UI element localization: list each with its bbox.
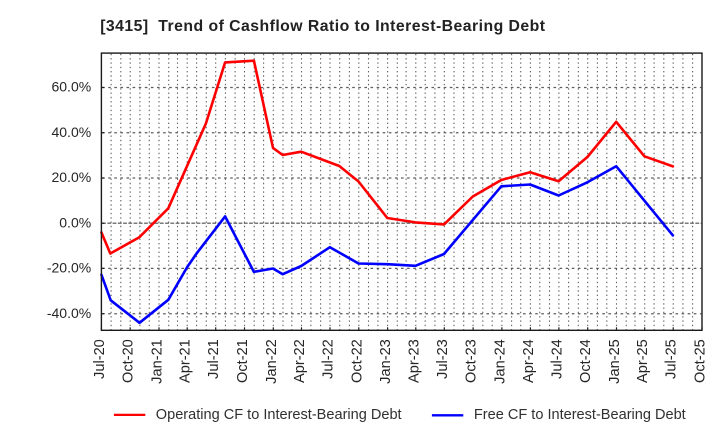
svg-text:40.0%: 40.0%: [51, 124, 91, 140]
svg-text:Oct-20: Oct-20: [121, 339, 137, 383]
svg-text:Apr-24: Apr-24: [521, 339, 537, 383]
svg-text:-20.0%: -20.0%: [47, 260, 91, 276]
svg-text:Jul-22: Jul-22: [321, 339, 337, 379]
svg-text:-40.0%: -40.0%: [47, 305, 91, 321]
svg-text:Jan-22: Jan-22: [264, 339, 280, 384]
svg-text:Oct-21: Oct-21: [235, 339, 251, 383]
svg-text:Jul-24: Jul-24: [549, 339, 565, 379]
svg-text:Jul-25: Jul-25: [664, 339, 680, 379]
svg-text:0.0%: 0.0%: [59, 214, 91, 230]
svg-text:Jan-25: Jan-25: [607, 339, 623, 384]
svg-text:60.0%: 60.0%: [51, 79, 91, 95]
svg-text:Apr-21: Apr-21: [178, 339, 194, 383]
svg-text:Oct-22: Oct-22: [349, 339, 365, 383]
svg-text:Jul-20: Jul-20: [92, 339, 108, 379]
svg-text:Jul-23: Jul-23: [435, 339, 451, 379]
svg-text:Free CF to Interest-Bearing De: Free CF to Interest-Bearing Debt: [474, 407, 686, 423]
svg-text:Apr-23: Apr-23: [406, 339, 422, 383]
svg-text:Operating CF to Interest-Beari: Operating CF to Interest-Bearing Debt: [156, 407, 402, 423]
svg-text:Apr-25: Apr-25: [635, 339, 651, 383]
svg-text:Jan-21: Jan-21: [150, 339, 166, 384]
svg-text:Oct-23: Oct-23: [464, 339, 480, 383]
svg-text:Jan-24: Jan-24: [492, 339, 508, 384]
svg-text:Jul-21: Jul-21: [206, 339, 222, 379]
svg-text:[3415] Trend of Cashflow Rati: [3415] Trend of Cashflow Ratio to Intere…: [100, 18, 546, 35]
svg-text:Oct-25: Oct-25: [693, 339, 709, 383]
svg-text:Apr-22: Apr-22: [292, 339, 308, 383]
svg-text:Oct-24: Oct-24: [578, 339, 594, 383]
svg-text:20.0%: 20.0%: [51, 169, 91, 185]
svg-text:Jan-23: Jan-23: [378, 339, 394, 384]
